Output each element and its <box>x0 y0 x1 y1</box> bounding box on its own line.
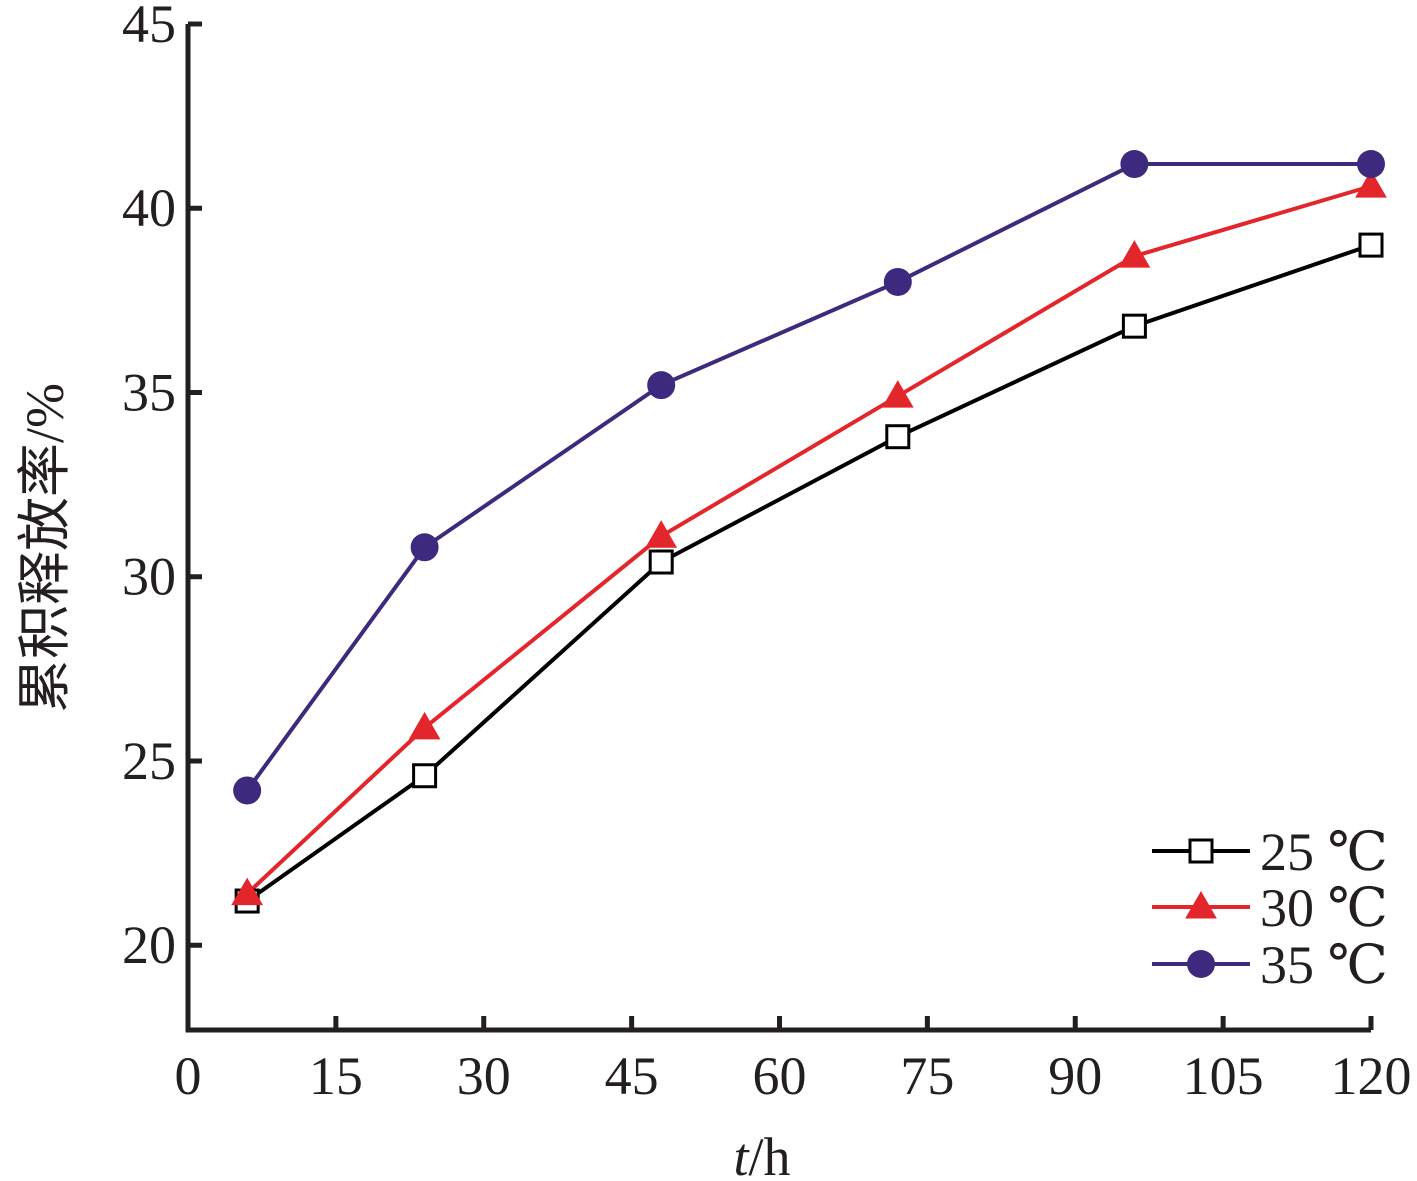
x-tick-label: 15 <box>309 1046 363 1106</box>
x-tick-label: 120 <box>1331 1046 1412 1106</box>
data-point <box>1357 150 1385 179</box>
axes: 20 25 30 35 40 45 0 15 30 45 60 75 90 105 120 <box>122 0 1412 1106</box>
y-tick-label: 20 <box>122 915 176 975</box>
x-tick-label: 75 <box>900 1046 954 1106</box>
y-axis-label: 累积释放率/% <box>15 383 75 713</box>
series-line <box>245 184 1372 896</box>
series-line <box>245 243 1372 903</box>
data-point <box>1121 313 1147 339</box>
data-point <box>648 549 674 575</box>
data-point <box>1120 150 1149 179</box>
x-tick-label: 90 <box>1048 1046 1102 1106</box>
data-point <box>647 371 676 400</box>
legend-label: 25 ℃ <box>1260 822 1388 882</box>
series-lines <box>245 162 1372 903</box>
legend-label: 30 ℃ <box>1260 878 1388 938</box>
data-point <box>885 424 911 450</box>
legend-marker <box>1185 890 1217 919</box>
data-point <box>883 267 912 296</box>
data-point <box>408 711 441 740</box>
data-point <box>410 533 439 562</box>
axis-frame <box>185 24 1371 1033</box>
y-tick-label: 45 <box>122 0 176 54</box>
series-line <box>245 162 1371 792</box>
y-tick-label: 30 <box>122 547 176 607</box>
series-markers <box>231 150 1387 914</box>
legend-label: 35 ℃ <box>1260 935 1388 995</box>
legend-marker <box>1188 838 1214 864</box>
data-point <box>233 776 262 805</box>
x-tick-label: 45 <box>605 1046 659 1106</box>
data-point <box>645 520 678 548</box>
y-tick-label: 25 <box>122 731 176 791</box>
legend: 25 ℃30 ℃35 ℃ <box>1152 822 1388 995</box>
y-tick-label: 40 <box>122 178 176 238</box>
data-point <box>1355 170 1387 198</box>
data-point <box>412 763 438 789</box>
x-tick-label: 60 <box>753 1046 807 1106</box>
x-tick-label: 30 <box>457 1046 511 1106</box>
y-tick-label: 35 <box>122 362 176 422</box>
data-point <box>1118 240 1151 268</box>
legend-marker <box>1187 950 1215 978</box>
x-tick-label: 105 <box>1183 1046 1264 1106</box>
data-point <box>1358 232 1384 258</box>
data-point <box>881 380 914 408</box>
x-tick-label: 0 <box>175 1046 202 1106</box>
data-point <box>231 877 264 906</box>
x-axis-label: t/h <box>733 1127 790 1181</box>
